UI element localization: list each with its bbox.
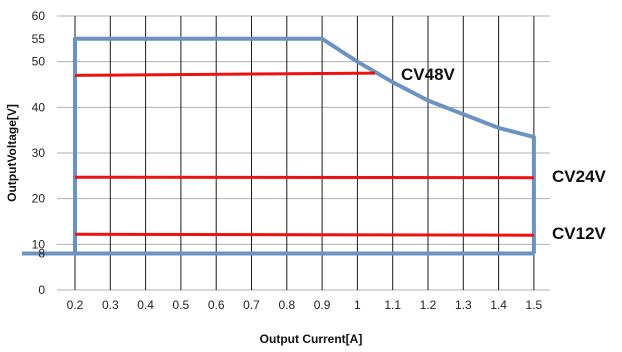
x-tick-label: 1.3 [455,298,472,312]
x-tick-label: 0.4 [137,298,154,312]
y-tick-label: 8 [38,246,45,260]
x-tick-label: 0.2 [67,298,84,312]
x-tick-label: 0.6 [208,298,225,312]
x-tick-label: 0.9 [314,298,331,312]
y-tick-label: 0 [38,283,45,297]
y-tick-label: 60 [32,9,46,23]
series-line-cv24v [74,175,534,180]
series-label-cv24v: CV24V [552,167,607,186]
grid [57,15,550,291]
x-tick-label: 1.1 [384,298,401,312]
envelope-outline [73,36,536,254]
series-line-cv48v [74,71,376,77]
y-axis-title: OutputVoltage[V] [5,104,19,202]
y-tick-label: 10 [32,237,46,251]
series-line-cv12v [74,232,534,237]
series-label-cv48v: CV48V [401,65,456,84]
x-tick-label: 1 [354,298,361,312]
x-tick-label: 0.5 [173,298,190,312]
y-tick-label: 55 [32,32,46,46]
x-tick-label: 0.7 [243,298,260,312]
x-tick-label: 0.8 [278,298,295,312]
y-tick-label: 30 [32,146,46,160]
x-tick-label: 1.4 [490,298,507,312]
series-label-cv12v: CV12V [552,224,607,243]
y-tick-label: 40 [32,100,46,114]
y-tick-labels: 0 810 20 30 40 50 55 60 [32,9,46,297]
y-tick-label: 20 [32,192,46,206]
series-layer [74,71,534,237]
y-tick-label: 50 [32,55,46,69]
envelope-layer [22,36,536,256]
x-tick-label: 1.5 [526,298,543,312]
x-tick-label: 0.3 [102,298,119,312]
x-axis-title: Output Current[A] [260,332,363,346]
x-tick-labels: 0.2 0.3 0.4 0.5 0.6 0.7 0.8 0.9 1 1.1 1.2 1.3 1.4 1.5 [67,298,543,312]
series-labels: CV48V CV24V CV12V [401,65,607,243]
x-tick-label: 1.2 [420,298,437,312]
